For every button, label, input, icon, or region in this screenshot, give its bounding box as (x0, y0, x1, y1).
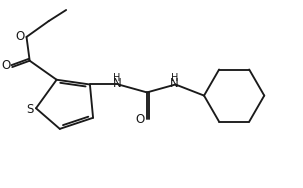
Text: H: H (114, 73, 121, 83)
Text: O: O (135, 113, 145, 126)
Text: O: O (1, 59, 10, 72)
Text: H: H (171, 73, 178, 83)
Text: N: N (170, 77, 178, 90)
Text: N: N (113, 77, 122, 90)
Text: S: S (27, 103, 34, 116)
Text: O: O (15, 30, 25, 43)
